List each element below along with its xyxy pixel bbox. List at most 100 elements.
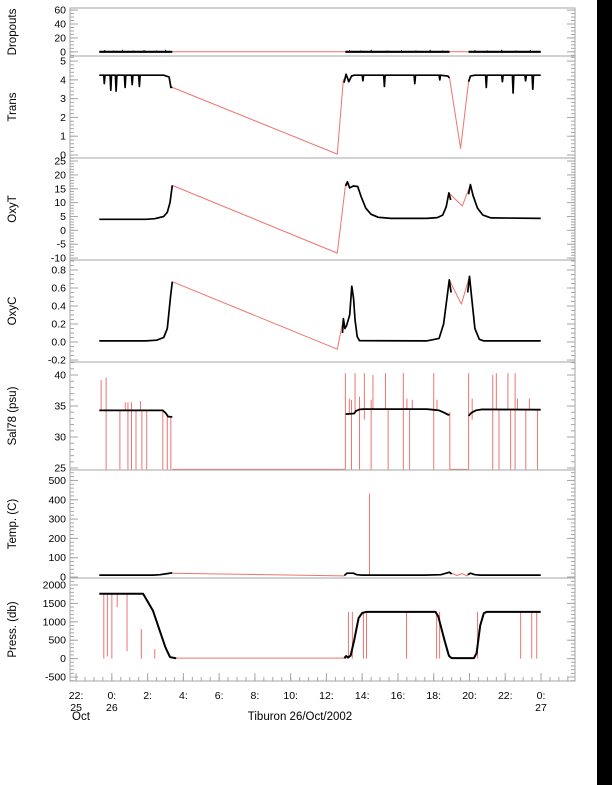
ylabel-dropouts: Dropouts xyxy=(7,8,19,55)
ylabel-sal78: Sal78 (psu) xyxy=(7,386,19,445)
data-press xyxy=(99,592,541,660)
black-series xyxy=(344,180,452,220)
x-axis: 22: 0: 2: 4: 6: 8: 10: 12: 14: 16: 18: 20: 22: 0: 25 26… xyxy=(69,673,569,714)
data-trans xyxy=(99,73,541,155)
axis-ticks-temp xyxy=(70,472,575,578)
ytick-label: 40 xyxy=(54,370,66,382)
black-series xyxy=(99,74,173,92)
black-series xyxy=(343,73,451,88)
ylabel-oxyc: OxyC xyxy=(7,297,19,326)
red-series xyxy=(172,281,344,350)
xtick-label: 6: xyxy=(215,690,224,702)
ytick-label: 60 xyxy=(54,5,66,17)
xtick-label: 16: xyxy=(391,690,406,702)
xtick-label: 14: xyxy=(355,690,370,702)
month-label: Oct xyxy=(72,711,90,723)
date-label: 26 xyxy=(106,702,118,714)
black-series xyxy=(99,185,174,221)
ytick-label: 0.4 xyxy=(51,301,66,313)
data-oxyt xyxy=(99,180,541,254)
xtick-label: 10: xyxy=(283,690,298,702)
ytick-label: -5 xyxy=(57,239,66,251)
black-series xyxy=(467,74,541,94)
ytick-label: 4 xyxy=(60,74,66,86)
ytick-label: 35 xyxy=(54,401,66,413)
axis-ticks-oxyt xyxy=(70,157,575,259)
red-series xyxy=(172,572,345,577)
panel-press: -500 0 500 1000 1500 2000 Press. (db) xyxy=(7,577,576,684)
panel-oxyc: -0.2 0.0 0.2 0.4 0.6 0.8 OxyC xyxy=(7,259,576,367)
xtick-label: 18: xyxy=(426,690,441,702)
ytick-label: 500 xyxy=(48,635,66,647)
xtick-label: 20: xyxy=(462,690,477,702)
xtick-label: 0: xyxy=(107,690,116,702)
ytick-label: 0 xyxy=(60,225,66,237)
ylabel-temp: Temp. (C) xyxy=(7,499,19,550)
plot-title: Tiburon 26/Oct/2002 xyxy=(247,711,353,723)
axis-ticks-sal78 xyxy=(70,362,575,469)
black-series xyxy=(99,592,177,660)
ytick-label: 10 xyxy=(54,197,66,209)
xtick-label: 8: xyxy=(251,690,260,702)
axis-ticks-trans xyxy=(70,56,575,156)
ytick-label: -0.2 xyxy=(48,355,66,367)
ytick-label: 5 xyxy=(60,211,66,223)
ytick-label: 200 xyxy=(48,533,66,545)
ytick-label: 40 xyxy=(54,19,66,31)
ytick-label: -500 xyxy=(45,672,66,684)
date-label: 27 xyxy=(535,702,547,714)
data-dropouts xyxy=(99,49,541,53)
axis-ticks-oxyc xyxy=(70,260,575,361)
ylabel-oxyt: OxyT xyxy=(7,195,19,222)
panel-sal78: 25 30 35 40 Sal78 (psu) xyxy=(7,361,576,475)
date-label: 25 xyxy=(70,702,82,714)
red-series xyxy=(449,77,470,149)
panel-temp: 0 100 200 300 400 500 Temp. (C) xyxy=(7,469,576,584)
black-series xyxy=(99,281,174,342)
black-series xyxy=(467,572,541,576)
red-series xyxy=(172,78,344,155)
ytick-label: 0.2 xyxy=(51,319,66,331)
black-series xyxy=(99,409,173,418)
ylabel-press: Press. (db) xyxy=(7,601,19,657)
ytick-label: 2 xyxy=(60,112,66,124)
black-series xyxy=(466,275,541,342)
ytick-label: 300 xyxy=(48,514,66,526)
ytick-label: 0 xyxy=(60,46,66,58)
xtick-label: 4: xyxy=(179,690,188,702)
ytick-label: 15 xyxy=(54,183,66,195)
black-series xyxy=(343,610,541,660)
ytick-label: 400 xyxy=(48,494,66,506)
ytick-label: -10 xyxy=(51,253,66,265)
ylabel-trans: Trans xyxy=(7,92,19,121)
xtick-label: 22: xyxy=(498,690,513,702)
red-series xyxy=(172,183,347,254)
ytick-label: 0.8 xyxy=(51,264,66,276)
ytick-label: 30 xyxy=(54,432,66,444)
ytick-label: 20 xyxy=(54,32,66,44)
right-black-band xyxy=(597,0,612,785)
ytick-label: 0 xyxy=(60,149,66,161)
red-series xyxy=(448,184,471,207)
ytick-label: 0.6 xyxy=(51,282,66,294)
ytick-label: 25 xyxy=(54,463,66,475)
ytick-label: 100 xyxy=(48,552,66,564)
xtick-label: 0: xyxy=(537,690,546,702)
panel-trans: 0 1 2 3 4 5 Trans xyxy=(7,55,576,161)
ytick-label: 3 xyxy=(60,93,66,105)
xtick-label: 22: xyxy=(69,690,84,702)
ytick-label: 0.0 xyxy=(51,337,66,349)
data-sal78 xyxy=(99,373,541,470)
black-series xyxy=(467,183,541,220)
axis-ticks-press xyxy=(70,580,575,682)
black-series xyxy=(467,408,541,417)
xtick-label: 12: xyxy=(319,690,334,702)
black-series xyxy=(345,408,450,416)
ytick-label: 0 xyxy=(60,653,66,665)
red-series xyxy=(449,571,470,577)
ytick-label: 2000 xyxy=(43,579,67,591)
